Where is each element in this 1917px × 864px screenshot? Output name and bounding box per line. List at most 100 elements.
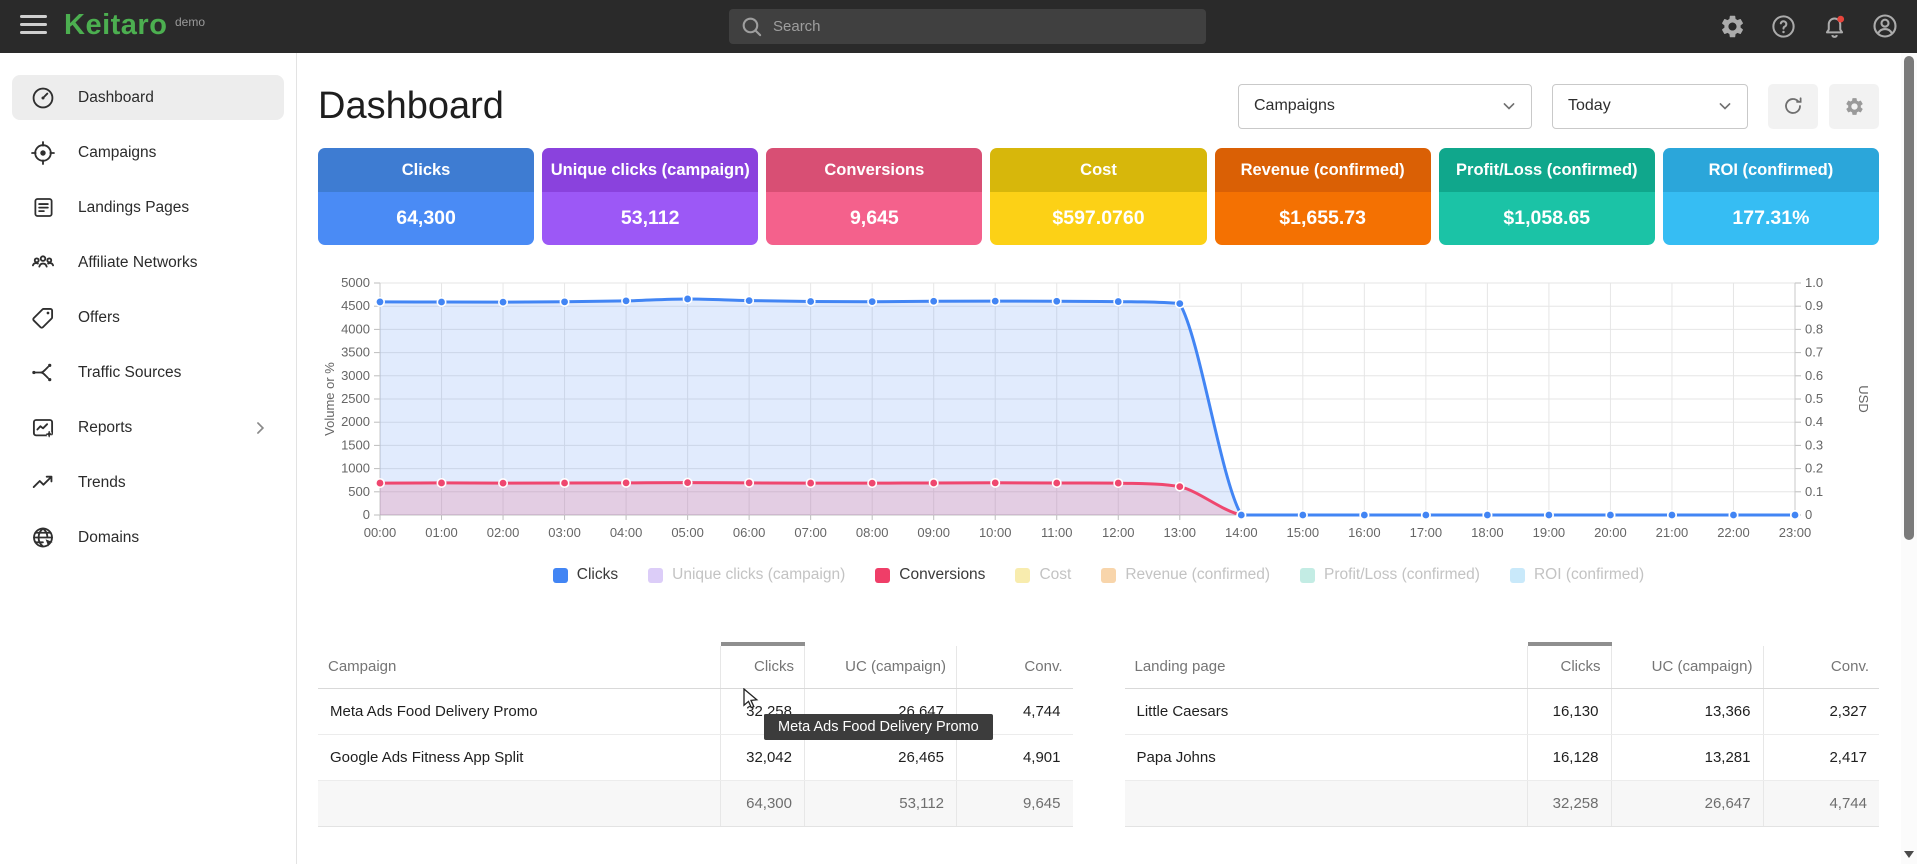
legend-item-cost[interactable]: Cost [1015,566,1071,584]
sidebar-item-reports[interactable]: Reports [12,405,284,450]
account-icon[interactable] [1871,12,1899,40]
svg-text:07:00: 07:00 [794,525,827,540]
column-header-uc-campaign-[interactable]: UC (campaign) [1610,644,1763,689]
svg-text:12:00: 12:00 [1102,525,1135,540]
traffic-chart: 0 0 500 0.1 1000 0.2 1500 0.3 2000 0.4 2500 0.5 3000… [318,273,1879,554]
column-header-uc-campaign-[interactable]: UC (campaign) [804,644,957,689]
metric-card-roi-confirmed-: ROI (confirmed) 177.31% [1662,148,1879,245]
legend-label: ROI (confirmed) [1533,566,1645,583]
sidebar-item-offers[interactable]: Offers [12,295,284,340]
metric-card-value: $1,058.65 [1438,192,1655,245]
sidebar-item-campaigns[interactable]: Campaigns [12,130,284,175]
sidebar-item-landings-pages[interactable]: Landings Pages [12,185,284,230]
svg-text:0: 0 [363,507,370,522]
metric-card-value: 9,645 [766,192,983,245]
metric-card-label: ROI (confirmed) [1662,148,1879,192]
campaigns-filter-select[interactable]: Campaigns [1238,83,1532,129]
metric-card-unique-clicks-campaign-: Unique clicks (campaign) 53,112 [542,148,759,245]
sidebar-item-affiliate-networks[interactable]: Affiliate Networks [12,240,284,285]
legend-label: Cost [1039,566,1072,583]
search-input[interactable] [771,9,1196,44]
table-row[interactable]: Little Caesars 16,130 13,366 2,327 [1124,688,1879,735]
svg-text:0.1: 0.1 [1805,484,1823,499]
column-header-conv-[interactable]: Conv. [956,644,1073,689]
svg-text:11:00: 11:00 [1041,525,1073,540]
reports-icon [30,415,56,441]
settings-gear-icon[interactable] [1718,12,1746,40]
legend-swatch [648,567,664,583]
campaign-table: Campaign Clicks UC (campaign) Conv. Meta Ads… [318,642,1073,827]
table-cell: 26,465 [804,734,957,781]
hamburger-menu-button[interactable] [20,15,47,37]
page-title: Dashboard [318,84,504,127]
table-cell: 13,281 [1610,734,1763,781]
chart-legend: Clicks Unique clicks (campaign) Conversion… [318,566,1879,584]
svg-text:13:00: 13:00 [1164,525,1197,540]
legend-swatch [552,567,568,583]
legend-item-unique-clicks-campaign-[interactable]: Unique clicks (campaign) [648,566,845,584]
table-cell: 4,901 [956,734,1073,781]
metric-card-label: Profit/Loss (confirmed) [1438,148,1655,192]
main-content: Dashboard Campaigns Today Clicks 64,300 Un… [297,53,1901,864]
sidebar-item-label: Offers [78,308,120,326]
table-row[interactable]: Papa Johns 16,128 13,281 2,417 [1124,734,1879,781]
legend-swatch [1509,567,1525,583]
traffic-chart-svg: 0 0 500 0.1 1000 0.2 1500 0.3 2000 0.4 2500 0.5 3000… [322,275,1871,540]
sidebar-item-label: Dashboard [78,88,154,106]
sidebar-item-traffic-sources[interactable]: Traffic Sources [12,350,284,395]
refresh-button[interactable] [1768,83,1818,129]
svg-text:0: 0 [1805,507,1812,522]
metric-card-cost: Cost $597.0760 [990,148,1207,245]
svg-text:0.4: 0.4 [1805,414,1823,429]
affiliate-icon [30,250,56,276]
legend-item-roi-confirmed-[interactable]: ROI (confirmed) [1509,566,1645,584]
table-total-row: 64,300 53,112 9,645 [318,779,1073,827]
table-total-cell: 4,744 [1762,779,1879,827]
legend-item-conversions[interactable]: Conversions [875,566,985,584]
metric-card-value: 53,112 [542,192,759,245]
svg-text:10:00: 10:00 [979,525,1012,540]
trends-icon [30,470,56,496]
legend-item-profit-loss-confirmed-[interactable]: Profit/Loss (confirmed) [1300,566,1480,584]
column-header-landing-page[interactable]: Landing page [1124,644,1527,689]
svg-text:19:00: 19:00 [1533,525,1566,540]
keitaro-logo: Keitaro [64,9,168,41]
legend-label: Profit/Loss (confirmed) [1324,566,1480,583]
sidebar-item-trends[interactable]: Trends [12,460,284,505]
chevron-right-icon [250,418,270,438]
help-icon[interactable] [1769,12,1797,40]
table-header-row: Campaign Clicks UC (campaign) Conv. [318,642,1073,689]
svg-text:0.8: 0.8 [1805,321,1823,336]
metric-card-label: Cost [990,148,1207,192]
table-total-cell: 32,258 [1526,779,1611,827]
svg-text:4500: 4500 [341,298,370,313]
legend-item-revenue-confirmed-[interactable]: Revenue (confirmed) [1101,566,1270,584]
svg-text:0.2: 0.2 [1805,461,1823,476]
column-header-conv-[interactable]: Conv. [1762,644,1879,689]
dashboard-controls: Campaigns Today [1238,83,1879,129]
date-range-select[interactable]: Today [1552,83,1748,129]
legend-item-clicks[interactable]: Clicks [552,566,618,584]
table-total-cell: 26,647 [1610,779,1763,827]
notifications-bell-icon[interactable] [1820,12,1848,40]
table-cell-name: Meta Ads Food Delivery Promo [318,688,721,735]
sidebar-item-domains[interactable]: Domains [12,515,284,560]
svg-text:2500: 2500 [341,391,370,406]
table-row[interactable]: Google Ads Fitness App Split 32,042 26,465… [318,734,1073,781]
date-range-value: Today [1568,97,1611,114]
scrollbar-down-arrow[interactable] [1904,851,1914,858]
svg-text:08:00: 08:00 [856,525,889,540]
scrollbar-thumb[interactable] [1904,56,1914,540]
column-header-campaign[interactable]: Campaign [318,644,721,689]
column-header-clicks[interactable]: Clicks [720,642,805,689]
metric-card-label: Unique clicks (campaign) [542,148,759,192]
column-header-clicks[interactable]: Clicks [1526,642,1611,689]
legend-label: Conversions [899,566,986,583]
landing-table: Landing page Clicks UC (campaign) Conv. Litt… [1124,642,1879,827]
sidebar-item-dashboard[interactable]: Dashboard [12,75,284,120]
landings-icon [30,195,56,221]
dashboard-settings-button[interactable] [1829,83,1879,129]
svg-text:01:00: 01:00 [425,525,458,540]
legend-label: Unique clicks (campaign) [672,566,846,583]
svg-text:03:00: 03:00 [548,525,581,540]
